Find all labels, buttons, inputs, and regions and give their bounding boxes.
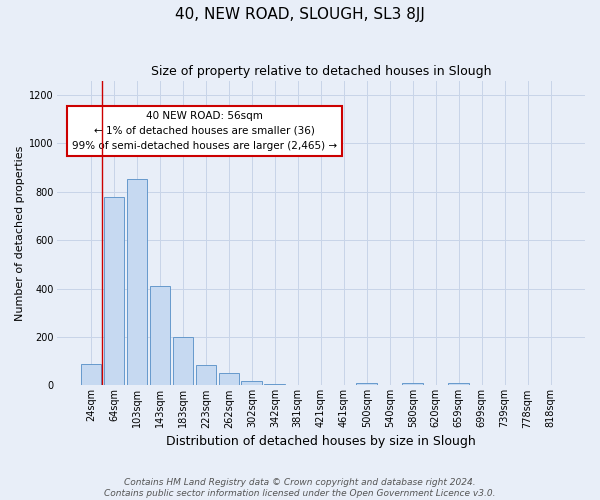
Y-axis label: Number of detached properties: Number of detached properties xyxy=(15,146,25,320)
Bar xyxy=(448,384,469,386)
Bar xyxy=(80,364,101,386)
Bar xyxy=(149,286,170,386)
Bar xyxy=(403,384,423,386)
Text: 40 NEW ROAD: 56sqm
← 1% of detached houses are smaller (36)
99% of semi-detached: 40 NEW ROAD: 56sqm ← 1% of detached hous… xyxy=(72,111,337,150)
Bar xyxy=(218,373,239,386)
Title: Size of property relative to detached houses in Slough: Size of property relative to detached ho… xyxy=(151,65,491,78)
Bar xyxy=(173,337,193,386)
Bar xyxy=(356,384,377,386)
Bar xyxy=(127,178,147,386)
Bar xyxy=(104,196,124,386)
Text: 40, NEW ROAD, SLOUGH, SL3 8JJ: 40, NEW ROAD, SLOUGH, SL3 8JJ xyxy=(175,8,425,22)
Text: Contains HM Land Registry data © Crown copyright and database right 2024.
Contai: Contains HM Land Registry data © Crown c… xyxy=(104,478,496,498)
X-axis label: Distribution of detached houses by size in Slough: Distribution of detached houses by size … xyxy=(166,434,476,448)
Bar xyxy=(196,365,216,386)
Bar xyxy=(265,384,285,386)
Bar xyxy=(241,380,262,386)
